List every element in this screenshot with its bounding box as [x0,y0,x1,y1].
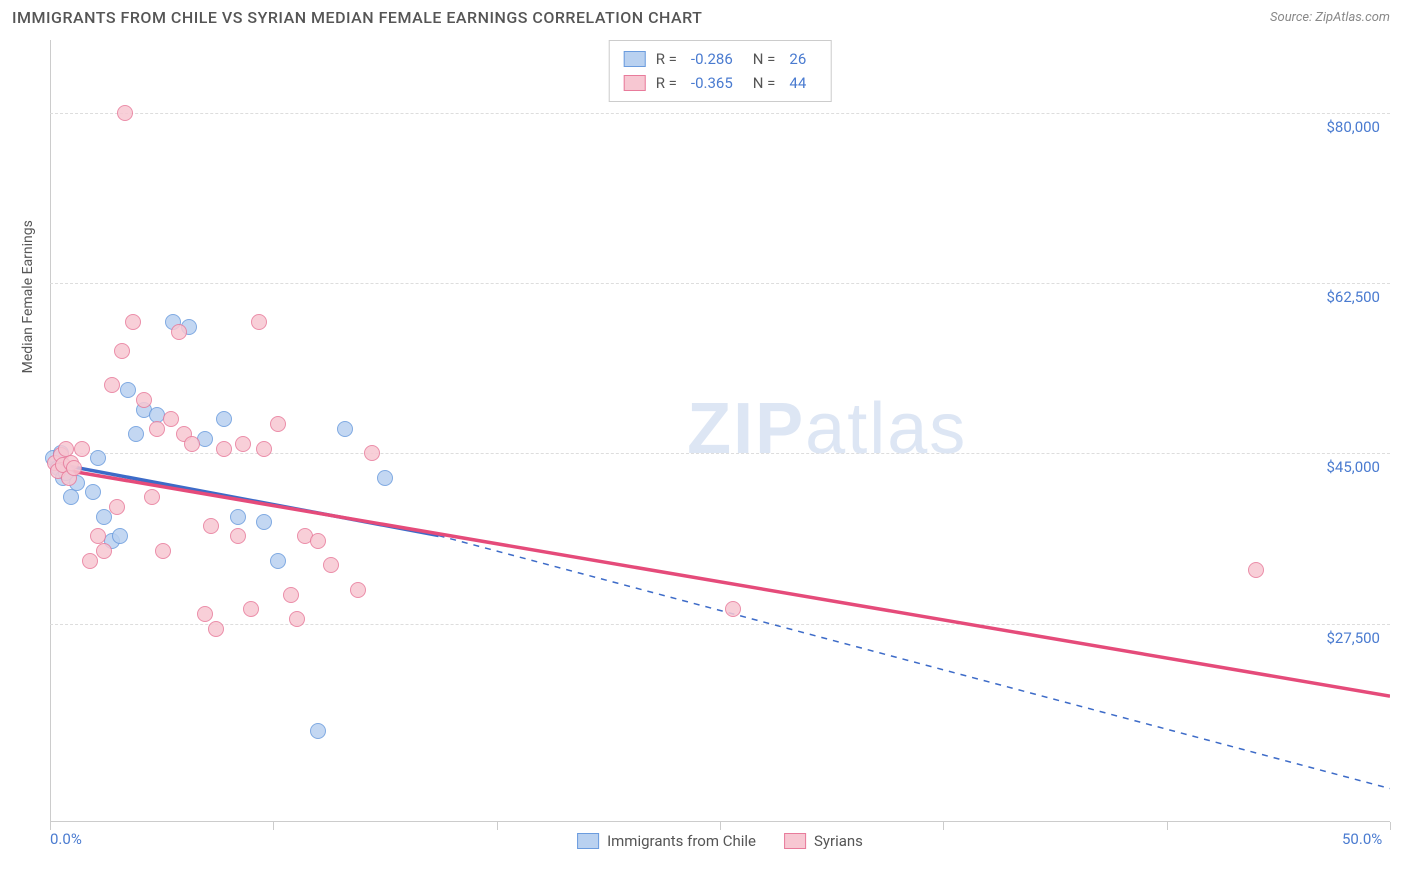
n-label: N = [753,71,776,95]
data-point [155,543,171,559]
data-point [74,441,90,457]
r-label: R = [656,47,677,71]
data-point [270,553,286,569]
data-point [377,470,393,486]
legend-item-syrians: Syrians [784,832,863,850]
data-point [283,587,299,603]
x-tick [50,822,51,830]
data-point [725,601,741,617]
data-point [63,489,79,505]
y-tick-label: $62,500 [1326,288,1380,306]
chart-area: $27,500 $45,000 $62,500 $80,000 0.0% 50.0% Z… [50,40,1390,850]
series-name-syrians: Syrians [814,832,863,850]
data-point [289,611,305,627]
data-point [117,105,133,121]
watermark-zip: ZIP [687,389,805,469]
data-point [104,377,120,393]
data-point [184,436,200,452]
n-label: N = [753,47,776,71]
data-point [163,411,179,427]
data-point [85,484,101,500]
x-tick [943,822,944,830]
y-tick-label: $45,000 [1326,458,1380,476]
data-point [270,416,286,432]
x-tick [497,822,498,830]
n-value-chile: 26 [789,47,806,71]
r-label: R = [656,71,677,95]
data-point [251,314,267,330]
y-tick-label: $27,500 [1326,629,1380,647]
x-tick [1167,822,1168,830]
data-point [208,621,224,637]
data-point [144,489,160,505]
r-value-chile: -0.286 [691,47,733,71]
data-point [109,499,125,515]
x-tick [720,822,721,830]
swatch-syrians-bottom [784,833,806,849]
data-point [235,436,251,452]
swatch-syrians [624,75,646,91]
x-tick [1390,822,1391,830]
grid-line [50,113,1390,114]
chart-title: IMMIGRANTS FROM CHILE VS SYRIAN MEDIAN F… [12,8,702,27]
data-point [66,460,82,476]
data-point [203,518,219,534]
data-point [197,606,213,622]
data-point [114,343,130,359]
data-point [136,392,152,408]
plot-border-left [50,40,51,822]
x-tick-label: 50.0% [1342,830,1382,848]
grid-line [50,624,1390,625]
data-point [364,445,380,461]
y-tick-label: $80,000 [1326,118,1380,136]
data-point [90,528,106,544]
data-point [256,441,272,457]
data-point [350,582,366,598]
data-point [120,382,136,398]
data-point [216,411,232,427]
x-tick [273,822,274,830]
data-point [90,450,106,466]
source-label: Source: ZipAtlas.com [1270,10,1390,25]
grid-line [50,453,1390,454]
data-point [125,314,141,330]
data-point [230,509,246,525]
data-point [243,601,259,617]
y-axis-title: Median Female Earnings [20,220,36,373]
n-value-syrians: 44 [789,71,806,95]
data-point [171,324,187,340]
grid-line [50,283,1390,284]
data-point [323,557,339,573]
data-point [58,441,74,457]
watermark: ZIPatlas [687,388,967,470]
r-value-syrians: -0.365 [691,71,733,95]
data-point [112,528,128,544]
regression-lines [50,40,1390,850]
legend-item-chile: Immigrants from Chile [577,832,756,850]
legend-row-chile: R = -0.286 N = 26 [624,47,817,71]
data-point [310,533,326,549]
legend-row-syrians: R = -0.365 N = 44 [624,71,817,95]
data-point [128,426,144,442]
data-point [310,723,326,739]
data-point [216,441,232,457]
series-name-chile: Immigrants from Chile [607,832,756,850]
legend-correlation: R = -0.286 N = 26 R = -0.365 N = 44 [609,40,832,102]
data-point [337,421,353,437]
data-point [96,543,112,559]
swatch-chile-bottom [577,833,599,849]
watermark-atlas: atlas [805,389,967,469]
data-point [256,514,272,530]
swatch-chile [624,51,646,67]
x-tick-label: 0.0% [50,830,82,848]
data-point [1248,562,1264,578]
data-point [230,528,246,544]
legend-series: Immigrants from Chile Syrians [577,832,863,850]
